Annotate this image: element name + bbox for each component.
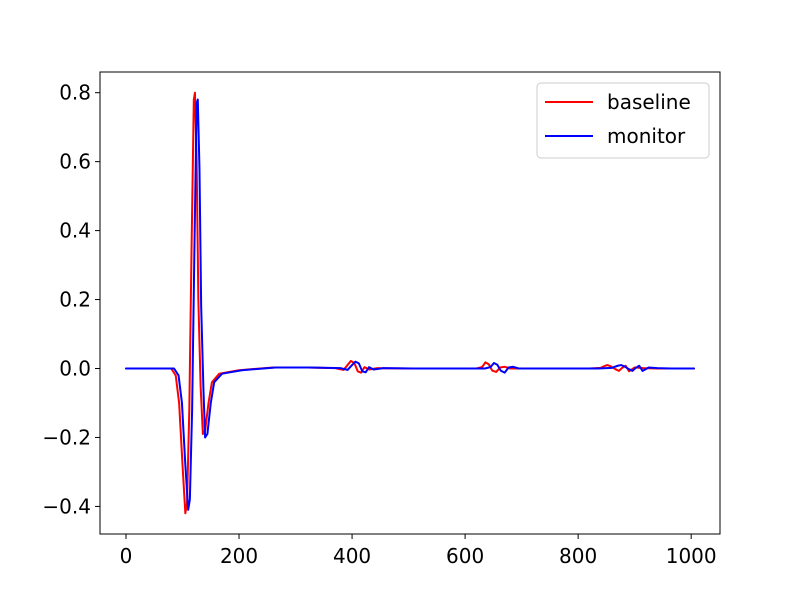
x-tick-label: 600 <box>446 544 484 568</box>
y-tick-label: 0.6 <box>59 150 91 174</box>
y-tick-label: −0.2 <box>42 425 91 449</box>
x-axis-ticks: 0 200 400 600 800 1000 <box>120 534 717 568</box>
x-tick-label: 400 <box>333 544 371 568</box>
x-tick-label: 0 <box>120 544 133 568</box>
legend: baseline monitor <box>536 82 710 159</box>
axes-frame <box>99 71 721 535</box>
x-tick-label: 200 <box>220 544 258 568</box>
y-tick-label: −0.4 <box>42 494 91 518</box>
series-layer <box>125 91 695 515</box>
y-tick-label: 0.4 <box>59 219 91 243</box>
series-line-monitor <box>125 98 695 511</box>
y-axis-ticks: −0.4 −0.2 0.0 0.2 0.4 0.6 0.8 <box>42 81 100 518</box>
y-tick-label: 0.8 <box>59 81 91 105</box>
x-tick-label: 1000 <box>666 544 717 568</box>
series-line-baseline <box>125 91 695 515</box>
y-tick-label: 0.2 <box>59 288 91 312</box>
legend-label-baseline: baseline <box>607 90 691 114</box>
y-tick-label: 0.0 <box>59 357 91 381</box>
legend-label-monitor: monitor <box>607 124 686 148</box>
x-tick-label: 800 <box>559 544 597 568</box>
